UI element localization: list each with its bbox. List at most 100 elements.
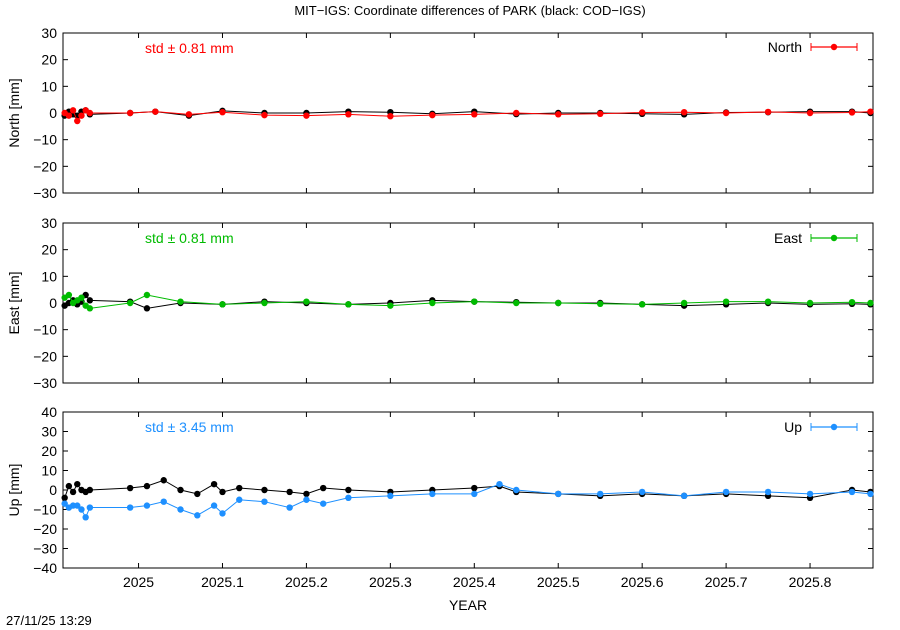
legend-marker <box>830 423 838 431</box>
data-point <box>638 109 646 116</box>
data-point <box>86 297 94 304</box>
y-tick-label: 20 <box>41 443 57 459</box>
data-point <box>638 488 646 496</box>
data-point <box>345 301 352 308</box>
panel-2: 40 30 20 10 0 −10 −20 −30 −40 2025 2025.1 2025.2 202… <box>6 404 874 590</box>
y-tick-label: −30 <box>33 375 57 391</box>
data-point <box>219 488 226 496</box>
data-point <box>513 109 520 117</box>
data-point <box>848 109 856 116</box>
data-point <box>471 298 478 305</box>
data-point <box>806 109 814 117</box>
data-point <box>429 111 436 119</box>
data-point <box>61 500 68 507</box>
x-tick-label: 2025 <box>123 574 154 590</box>
data-point <box>471 490 478 498</box>
data-point <box>194 512 201 519</box>
data-point <box>597 300 604 307</box>
data-point <box>496 480 503 488</box>
data-point <box>177 486 184 494</box>
data-point <box>286 504 293 511</box>
series-line <box>64 294 871 309</box>
data-point <box>194 490 201 498</box>
data-point <box>219 510 226 517</box>
data-point <box>764 298 772 305</box>
y-tick-label: 0 <box>49 482 57 498</box>
timestamp: 27/11/25 13:29 <box>6 613 92 628</box>
y-tick-label: 20 <box>41 52 57 68</box>
data-point <box>555 111 562 118</box>
data-point <box>867 108 874 115</box>
x-axis-label: YEAR <box>449 597 487 613</box>
y-tick-label: 40 <box>41 404 57 420</box>
y-tick-label: 20 <box>41 242 57 258</box>
legend-marker <box>830 43 838 51</box>
data-point <box>638 301 646 308</box>
x-tick-label: 2025.8 <box>789 574 832 590</box>
data-point <box>177 506 184 513</box>
data-point <box>261 486 268 494</box>
panel-1: 30 20 10 0 −10 −20 −30 East [mm] std ± 0.81 mm Ea… <box>6 215 874 391</box>
data-point <box>303 298 310 305</box>
data-point <box>387 302 394 309</box>
data-point <box>185 111 193 118</box>
data-point <box>722 298 730 305</box>
data-point <box>680 109 688 116</box>
y-tick-label: 10 <box>41 268 57 284</box>
data-point <box>126 299 134 307</box>
data-point <box>261 498 268 505</box>
data-point <box>69 488 77 496</box>
data-point <box>320 484 327 492</box>
y-axis-label: East [mm] <box>6 271 22 334</box>
data-point <box>597 490 604 498</box>
data-point <box>806 299 814 307</box>
legend-marker <box>830 234 838 242</box>
data-point <box>210 480 218 488</box>
data-point <box>387 113 394 120</box>
data-point <box>82 514 89 521</box>
x-tick-label: 2025.6 <box>621 574 664 590</box>
y-tick-label: −10 <box>33 502 57 518</box>
data-point <box>286 488 293 496</box>
y-tick-label: −20 <box>33 348 57 364</box>
data-point <box>236 484 243 492</box>
std-label: std ± 0.81 mm <box>145 230 234 246</box>
data-point <box>429 299 436 307</box>
y-tick-label: −30 <box>33 185 57 201</box>
plot-frame <box>62 32 874 194</box>
data-point <box>848 299 856 306</box>
data-point <box>848 488 856 496</box>
data-point <box>61 494 68 501</box>
data-point <box>680 492 688 500</box>
data-point <box>78 294 85 301</box>
data-point <box>143 305 151 312</box>
y-tick-label: 10 <box>41 78 57 94</box>
data-point <box>387 492 394 500</box>
data-point <box>74 502 81 509</box>
data-point <box>867 490 874 498</box>
y-tick-label: 30 <box>41 424 57 440</box>
data-point <box>86 109 94 117</box>
data-point <box>65 291 73 299</box>
y-tick-label: −20 <box>33 521 57 537</box>
legend-label: North <box>768 39 802 55</box>
x-tick-label: 2025.5 <box>537 574 580 590</box>
std-label: std ± 3.45 mm <box>145 419 234 435</box>
y-axis-label: Up [mm] <box>6 464 22 517</box>
data-point <box>555 490 562 498</box>
data-point <box>78 506 85 513</box>
series-up <box>61 480 874 521</box>
data-point <box>74 480 81 488</box>
data-point <box>722 109 730 117</box>
data-point <box>806 490 814 498</box>
data-point <box>126 504 134 511</box>
series-line <box>64 483 871 519</box>
panel-0: 30 20 10 0 −10 −20 −30 North [mm] std ± 0.81 mm N… <box>6 25 874 201</box>
data-point <box>236 496 243 503</box>
data-point <box>126 109 134 117</box>
data-point <box>160 477 167 484</box>
x-tick-label: 2025.1 <box>201 574 244 590</box>
data-point <box>65 112 73 119</box>
data-point <box>867 299 874 307</box>
legend-label: East <box>774 230 802 246</box>
